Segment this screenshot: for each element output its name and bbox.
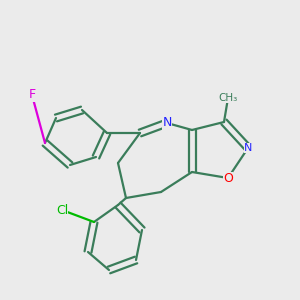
Text: F: F bbox=[28, 88, 36, 101]
Text: CH₃: CH₃ bbox=[218, 93, 238, 103]
Text: Cl: Cl bbox=[56, 203, 68, 217]
Text: N: N bbox=[244, 143, 252, 153]
Text: N: N bbox=[162, 116, 172, 130]
Text: O: O bbox=[223, 172, 233, 184]
